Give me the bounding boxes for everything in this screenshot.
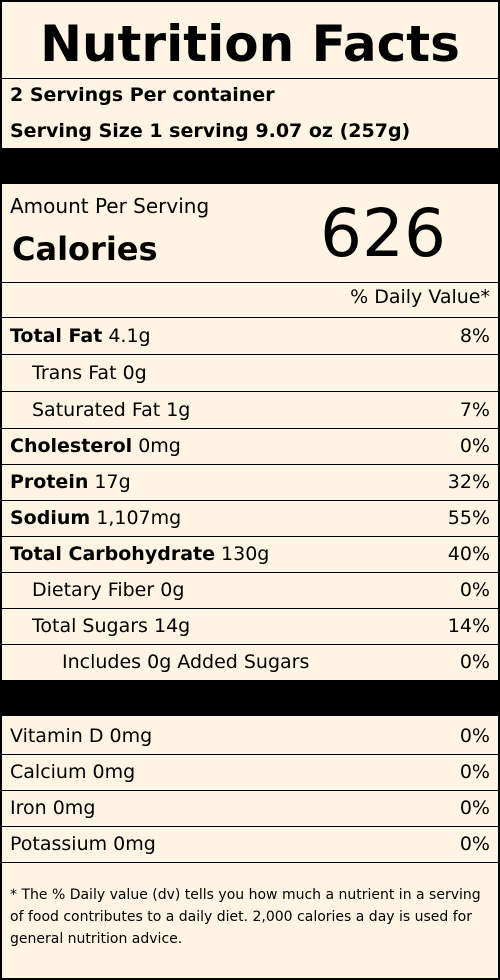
footnote: * The % Daily value (dv) tells you how m…	[10, 887, 481, 947]
vitamin-name: Calcium 0mg	[10, 761, 136, 783]
servings-per-container: 2 Servings Per container	[10, 84, 275, 106]
nutrient-dv: 8%	[459, 325, 490, 347]
nutrient-row-trans-fat: Trans Fat 0g	[2, 355, 498, 392]
nutrient-dv: 0%	[459, 579, 490, 601]
divider	[2, 317, 498, 318]
nutrient-dv: 40%	[447, 543, 490, 565]
nutrient-row-dietary-fiber: Dietary Fiber 0g 0%	[2, 572, 498, 609]
divider	[2, 282, 498, 283]
nutrient-dv: 7%	[459, 399, 490, 421]
nutrient-dv: 55%	[447, 507, 490, 529]
serving-size: Serving Size 1 serving 9.07 oz (257g)	[10, 120, 411, 142]
nutrient-dv: 32%	[447, 471, 490, 493]
vitamin-dv: 0%	[459, 761, 490, 783]
calories-label: Calories	[12, 230, 158, 268]
amount-per-serving: Amount Per Serving	[10, 194, 210, 218]
nutrient-dv: 14%	[447, 615, 490, 637]
nutrient-row-total-fat: Total Fat 4.1g 8%	[2, 318, 498, 355]
nutrient-row-cholesterol: Cholesterol 0mg 0%	[2, 428, 498, 465]
nutrient-name: Saturated Fat 1g	[32, 399, 191, 421]
nutrient-name: Dietary Fiber 0g	[32, 579, 185, 601]
vitamin-row-iron: Iron 0mg 0%	[2, 790, 498, 827]
vitamin-name: Potassium 0mg	[10, 833, 156, 855]
nutrient-name: Protein 17g	[10, 471, 131, 493]
nutrient-name: Sodium 1,107mg	[10, 507, 182, 529]
nutrient-row-saturated-fat: Saturated Fat 1g 7%	[2, 392, 498, 429]
vitamin-row-calcium: Calcium 0mg 0%	[2, 754, 498, 791]
vitamin-dv: 0%	[459, 797, 490, 819]
vitamin-name: Vitamin D 0mg	[10, 725, 153, 747]
nutrient-name: Includes 0g Added Sugars	[62, 651, 310, 673]
nutrient-row-added-sugars: Includes 0g Added Sugars 0%	[2, 644, 498, 680]
nutrient-dv: 0%	[459, 651, 490, 673]
nutrient-row-protein: Protein 17g 32%	[2, 464, 498, 501]
nutrient-row-sodium: Sodium 1,107mg 55%	[2, 500, 498, 537]
nutrient-name: Trans Fat 0g	[32, 362, 147, 384]
nutrient-name: Total Fat 4.1g	[10, 325, 151, 347]
nutrient-name: Total Sugars 14g	[32, 615, 191, 637]
nutrient-row-total-sugars: Total Sugars 14g 14%	[2, 608, 498, 645]
vitamin-name: Iron 0mg	[10, 797, 96, 819]
divider	[2, 78, 498, 79]
vitamin-row-potassium: Potassium 0mg 0%	[2, 826, 498, 863]
vitamin-dv: 0%	[459, 725, 490, 747]
thick-divider	[2, 148, 498, 184]
label-title: Nutrition Facts	[40, 15, 460, 73]
nutrient-dv: 0%	[459, 435, 490, 457]
nutrient-name: Cholesterol 0mg	[10, 435, 181, 457]
nutrient-row-total-carbohydrate: Total Carbohydrate 130g 40%	[2, 536, 498, 573]
nutrient-name: Total Carbohydrate 130g	[10, 543, 270, 565]
vitamin-row-vitamin-d: Vitamin D 0mg 0%	[2, 718, 498, 755]
thick-divider	[2, 680, 498, 716]
daily-value-header: % Daily Value*	[350, 286, 490, 308]
vitamin-dv: 0%	[459, 833, 490, 855]
calories-value: 626	[320, 195, 446, 272]
